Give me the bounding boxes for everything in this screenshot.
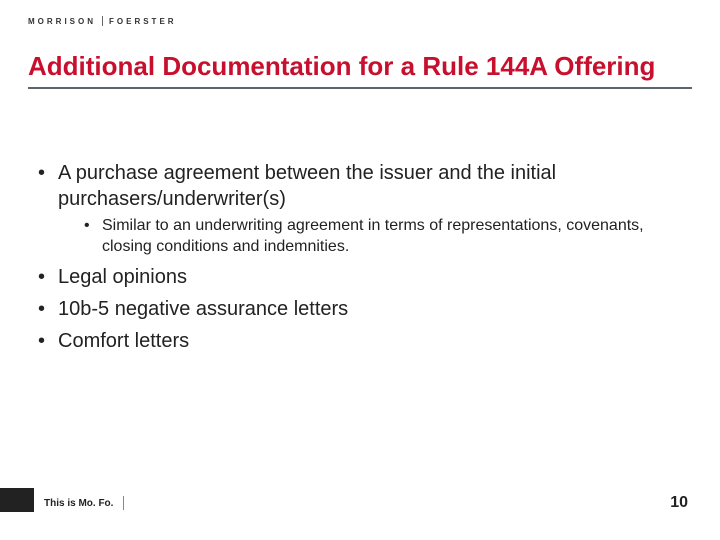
brand-logo: MORRISON FOERSTER <box>28 16 177 26</box>
page-number: 10 <box>670 494 688 512</box>
footer-separator <box>123 496 124 510</box>
footer-tagline-text: This is Mo. Fo. <box>44 498 113 509</box>
footer-accent-bar <box>0 488 34 512</box>
logo-left: MORRISON <box>28 17 96 26</box>
bullet-list: A purchase agreement between the issuer … <box>38 160 660 354</box>
list-item: 10b-5 negative assurance letters <box>38 296 660 322</box>
list-item: Legal opinions <box>38 264 660 290</box>
list-item: Comfort letters <box>38 328 660 354</box>
list-item-text: 10b-5 negative assurance letters <box>58 298 348 320</box>
list-item-text: Comfort letters <box>58 330 189 352</box>
slide: MORRISON FOERSTER Additional Documentati… <box>0 0 720 540</box>
logo-right: FOERSTER <box>109 17 177 26</box>
logo-separator <box>102 16 103 26</box>
sub-bullet-list: Similar to an underwriting agreement in … <box>58 216 660 258</box>
footer-tagline: This is Mo. Fo. <box>44 496 124 510</box>
list-item-text: Legal opinions <box>58 266 187 288</box>
slide-title: Additional Documentation for a Rule 144A… <box>28 50 692 89</box>
list-item: Similar to an underwriting agreement in … <box>84 216 660 258</box>
list-item-text: A purchase agreement between the issuer … <box>58 162 556 210</box>
slide-content: A purchase agreement between the issuer … <box>38 160 660 360</box>
list-item-text: Similar to an underwriting agreement in … <box>102 217 644 255</box>
list-item: A purchase agreement between the issuer … <box>38 160 660 258</box>
